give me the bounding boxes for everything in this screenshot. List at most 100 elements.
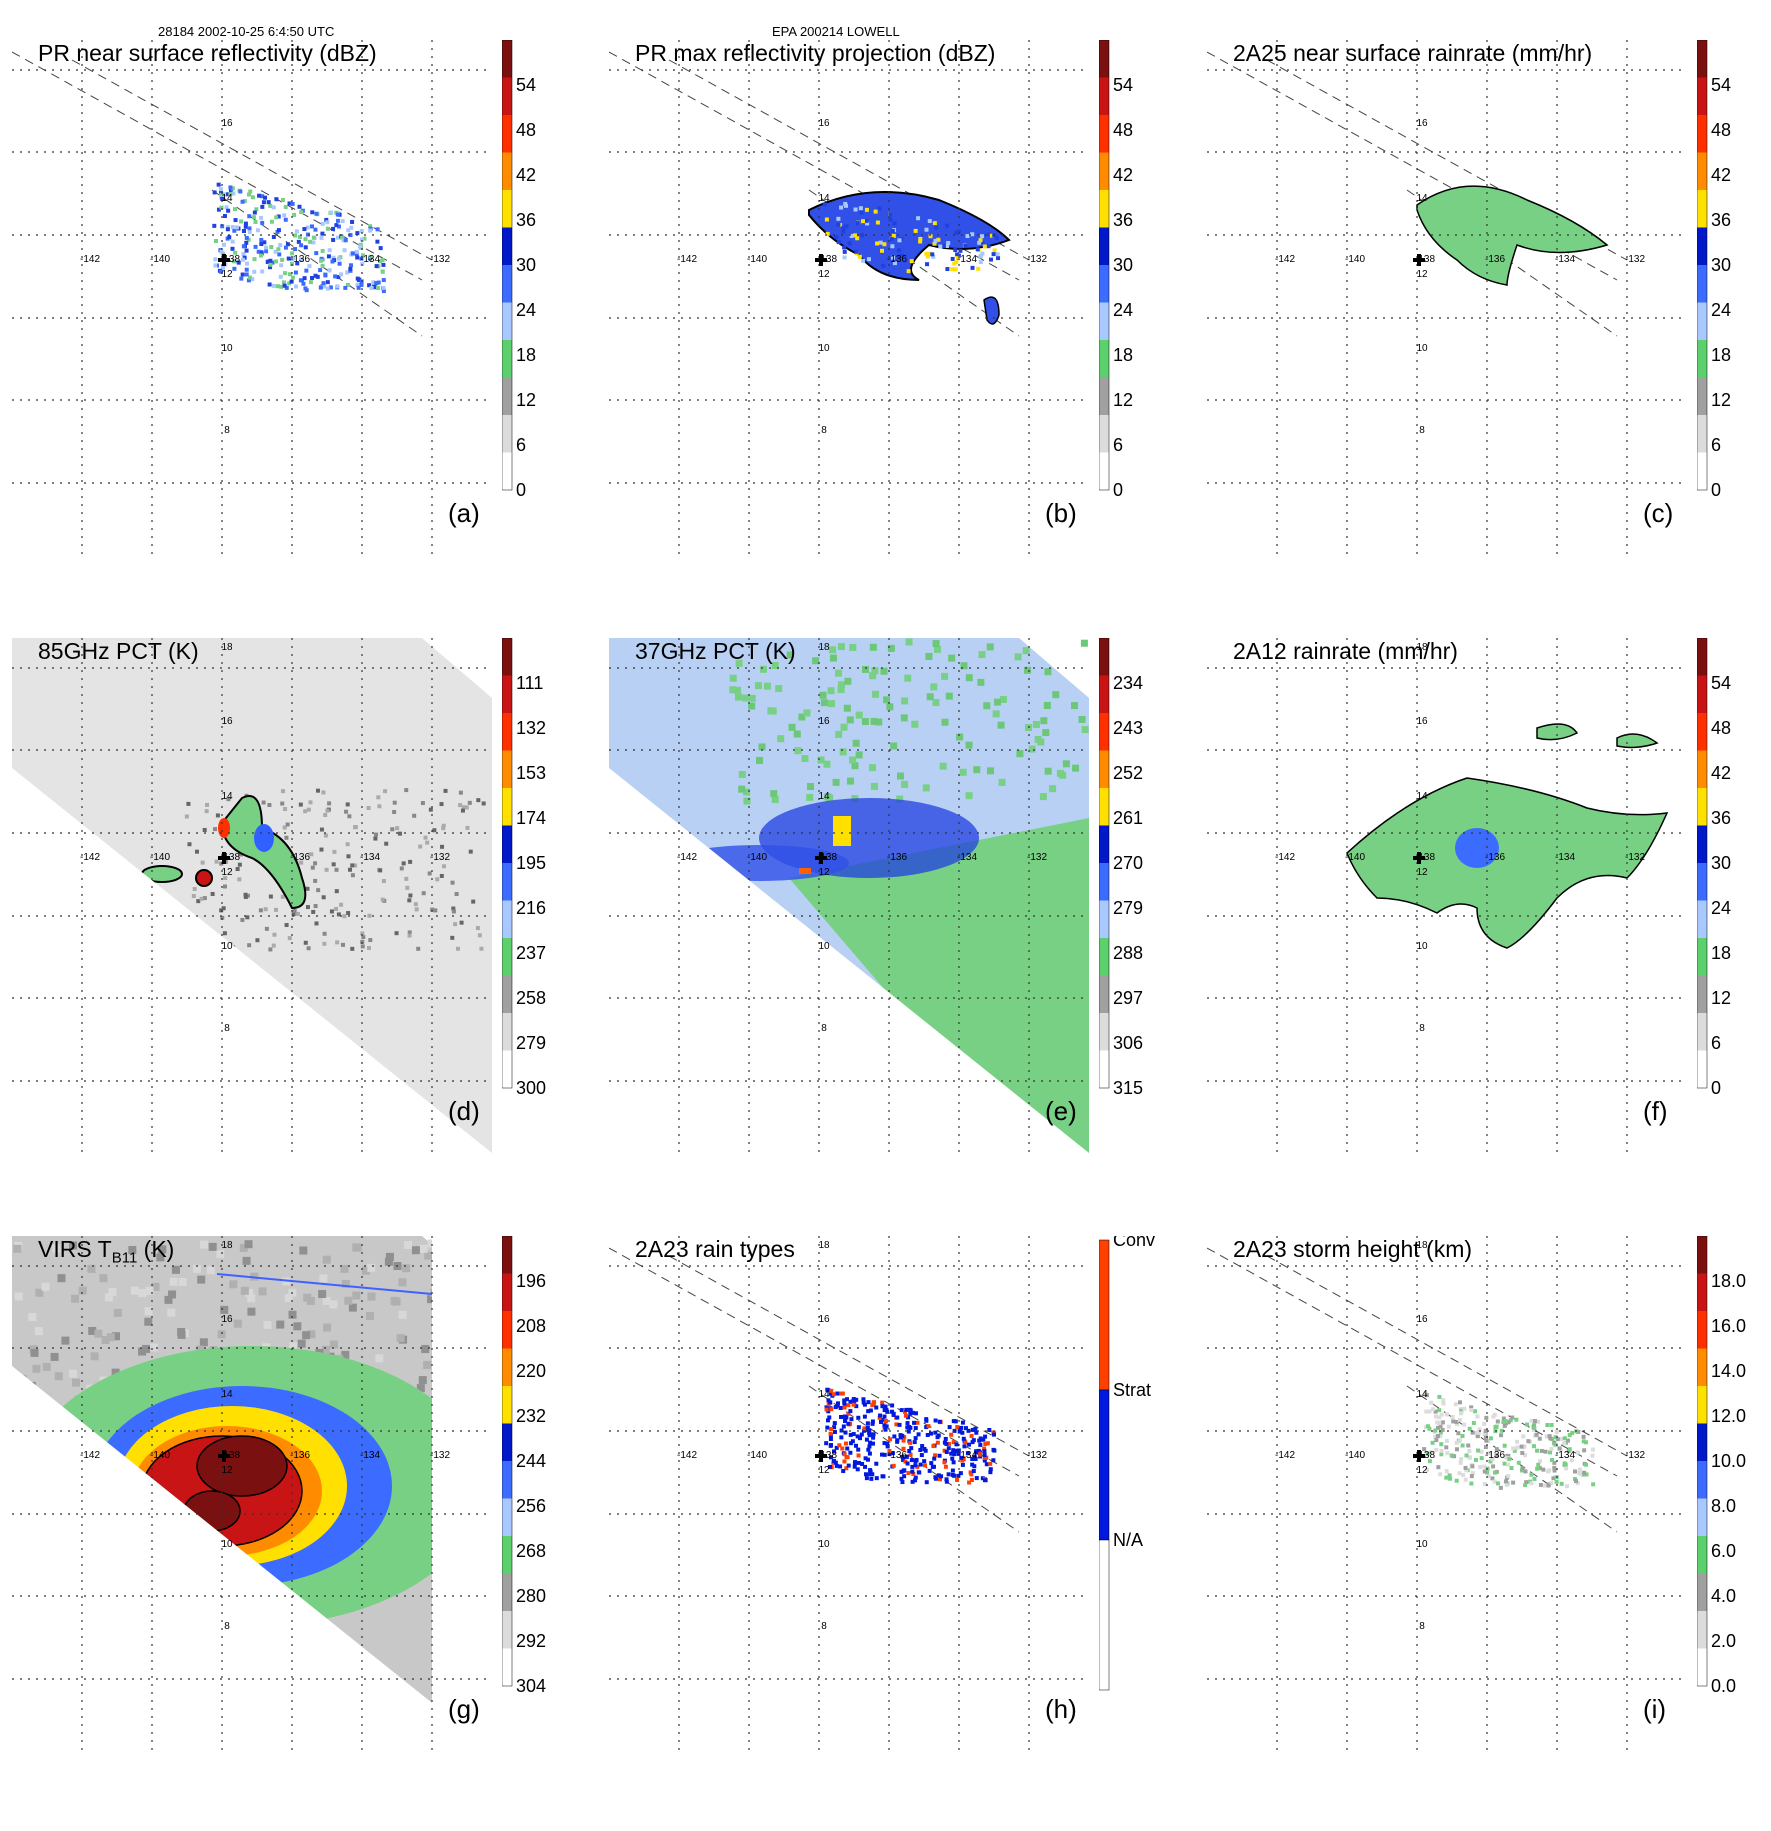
colorbar-label: 252 (1113, 763, 1143, 783)
lat-label: 8 (1419, 425, 1425, 436)
rain-region (1536, 723, 1579, 741)
colorbar-label: 12.0 (1711, 1406, 1746, 1426)
convective-core (218, 818, 230, 838)
precip-field (212, 182, 386, 294)
panel-label: (d) (448, 1096, 480, 1126)
swath-edge-line (1266, 59, 1628, 261)
colorbar-label: 30 (1711, 255, 1731, 275)
storm-center-cross-icon (1413, 1450, 1425, 1462)
panel-label: (g) (448, 1694, 480, 1724)
lon-label: -132 (430, 1450, 450, 1461)
colorbar-label: 195 (516, 853, 546, 873)
colorbar: 234 243 252 261 270 279 288 297 306 315 (1099, 638, 1143, 1098)
colorbar-segment (502, 377, 512, 416)
lon-label: -136 (1485, 1450, 1505, 1461)
colorbar-segment (1099, 1050, 1109, 1089)
colorbar-label: 315 (1113, 1078, 1143, 1098)
colorbar-label: 36 (1711, 808, 1731, 828)
colorbar-label: 0 (1711, 1078, 1721, 1098)
colorbar-segment (1697, 1423, 1707, 1462)
colorbar-segment (1099, 675, 1109, 714)
colorbar-segment (502, 115, 512, 153)
colorbar-label: 292 (516, 1631, 546, 1651)
colorbar-segment (1697, 190, 1707, 228)
colorbar-segment (1099, 938, 1109, 976)
swath-edge-line (211, 189, 423, 337)
lon-label: -140 (1345, 1450, 1365, 1461)
panel-i: -142 -140 -138 -136 -134 -132 8 10 12 14 16 18 2A23… (1207, 1236, 1771, 1831)
lon-label: -142 (80, 254, 100, 265)
lon-label: -138 (1415, 1450, 1435, 1461)
lon-label: -140 (747, 1450, 767, 1461)
colorbar-label: 12 (1113, 390, 1133, 410)
lon-label: -134 (1555, 852, 1575, 863)
lon-label: -134 (1555, 254, 1575, 265)
colorbar-segment (1099, 227, 1109, 266)
colorbar-segment (502, 1348, 512, 1387)
colorbar-segment (1099, 415, 1109, 453)
colorbar-label: 279 (1113, 898, 1143, 918)
colorbar-label: 0.0 (1711, 1676, 1736, 1696)
lon-label: -140 (1345, 852, 1365, 863)
cold-cloud-top (196, 1435, 288, 1497)
panel-title: VIRS TB11 (K) (38, 1236, 174, 1267)
colorbar-label: 153 (516, 763, 546, 783)
colorbar-label: 12 (516, 390, 536, 410)
map-b: -142 -140 -138 -136 -134 -132 8 10 12 14 16 (609, 40, 1089, 555)
colorbar-label: 300 (516, 1078, 546, 1098)
outside-swath (609, 768, 1089, 1153)
lat-label: 10 (221, 941, 233, 952)
colorbar-label: 237 (516, 943, 546, 963)
panel-label: (c) (1643, 498, 1674, 528)
colorbar-segment (502, 863, 512, 901)
colorbar-label: 270 (1113, 853, 1143, 873)
map-g: -142 -140 -138 -136 -134 -132 8 10 12 14 16 18 (12, 1236, 492, 1751)
colorbar-segment (502, 825, 512, 864)
colorbar-label: 232 (516, 1406, 546, 1426)
panel-title: 37GHz PCT (K) (635, 638, 796, 664)
lon-label: -142 (677, 254, 697, 265)
colorbar-segment (502, 975, 512, 1014)
map-c: -142 -140 -138 -136 -134 -132 8 10 12 14 16 (1207, 40, 1687, 555)
cold-core (254, 824, 274, 852)
colorbar-label: 30 (516, 255, 536, 275)
lat-label: 18 (818, 642, 830, 653)
colorbar-label: 216 (516, 898, 546, 918)
lat-label: 18 (1416, 1240, 1428, 1251)
swath-edge-line (668, 59, 1030, 261)
lon-label: -136 (887, 254, 907, 265)
lon-label: -138 (1415, 852, 1435, 863)
colorbar-segment (1697, 227, 1707, 266)
lat-label: 18 (221, 1240, 233, 1251)
storm-center-cross-icon (218, 852, 230, 864)
lon-label: -142 (1275, 852, 1295, 863)
colorbar-label: 244 (516, 1451, 546, 1471)
colorbar-segment (1099, 1539, 1110, 1691)
colorbar-segment (1099, 377, 1109, 416)
colorbar-segment (1697, 938, 1707, 976)
colorbar-segment (502, 1573, 512, 1612)
lon-label: -138 (1415, 254, 1435, 265)
colorbar-segment (502, 1461, 512, 1499)
colorbar-label: 288 (1113, 943, 1143, 963)
swath-edge-line (71, 59, 433, 261)
lat-label: 16 (1416, 716, 1428, 727)
colorbar: 54 48 42 36 30 24 18 12 6 0 (1697, 40, 1731, 500)
lat-label: 12 (1416, 269, 1428, 280)
colorbar-frame (1697, 1236, 1708, 1687)
lat-label: 14 (221, 1389, 233, 1400)
colorbar-segment (502, 302, 512, 341)
colorbar-label: 220 (516, 1361, 546, 1381)
lat-label: 14 (1416, 1389, 1428, 1400)
storm-center-cross-icon (218, 254, 230, 266)
swath-background (12, 638, 492, 1153)
swath-edge-line (808, 189, 1020, 337)
lon-label: -132 (1625, 1450, 1645, 1461)
colorbar-segment (1697, 863, 1707, 901)
colorbar-segment (1099, 1239, 1110, 1391)
colorbar-label: 6 (1113, 435, 1123, 455)
colorbar-label: 304 (516, 1676, 546, 1696)
colorbar-label: 297 (1113, 988, 1143, 1008)
lat-label: 14 (818, 1389, 830, 1400)
panel-d: -142 -140 -138 -136 -134 -132 8 10 12 14 16 18 85GH… (12, 638, 602, 1233)
